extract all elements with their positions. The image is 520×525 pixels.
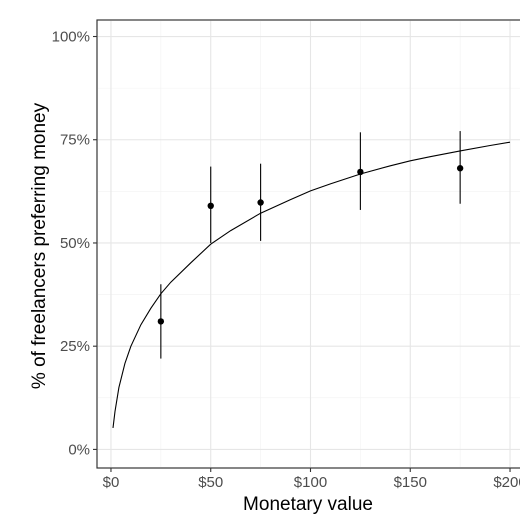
data-point (257, 199, 264, 206)
y-tick-label: 75% (60, 132, 90, 149)
data-point (207, 202, 214, 210)
x-tick-label: $200 (493, 474, 520, 491)
tick-labels: $0 $50 $100 $150 $200 0% 25% 50% 75% 100% (52, 29, 520, 491)
gridlines (97, 20, 520, 468)
data-point (357, 168, 364, 176)
fitted-curve-line (112, 141, 511, 428)
x-axis-title: Monetary value (243, 494, 373, 515)
x-tick-label: $0 (103, 474, 120, 491)
y-tick-label: 100% (52, 29, 90, 46)
axis-ticks (93, 35, 511, 472)
y-tick-label: 25% (60, 338, 90, 355)
data-point (456, 165, 464, 172)
y-axis-title: % of freelancers preferring money (29, 102, 50, 389)
plot-panel-border (96, 19, 520, 469)
y-tick-label: 0% (68, 441, 90, 458)
y-tick-label: 50% (60, 235, 90, 252)
data-point (157, 318, 165, 325)
x-tick-label: $150 (394, 474, 427, 491)
plot-panel (96, 19, 520, 469)
x-tick-label: $50 (198, 474, 223, 491)
x-tick-label: $100 (294, 474, 327, 491)
data-layer (112, 131, 511, 428)
